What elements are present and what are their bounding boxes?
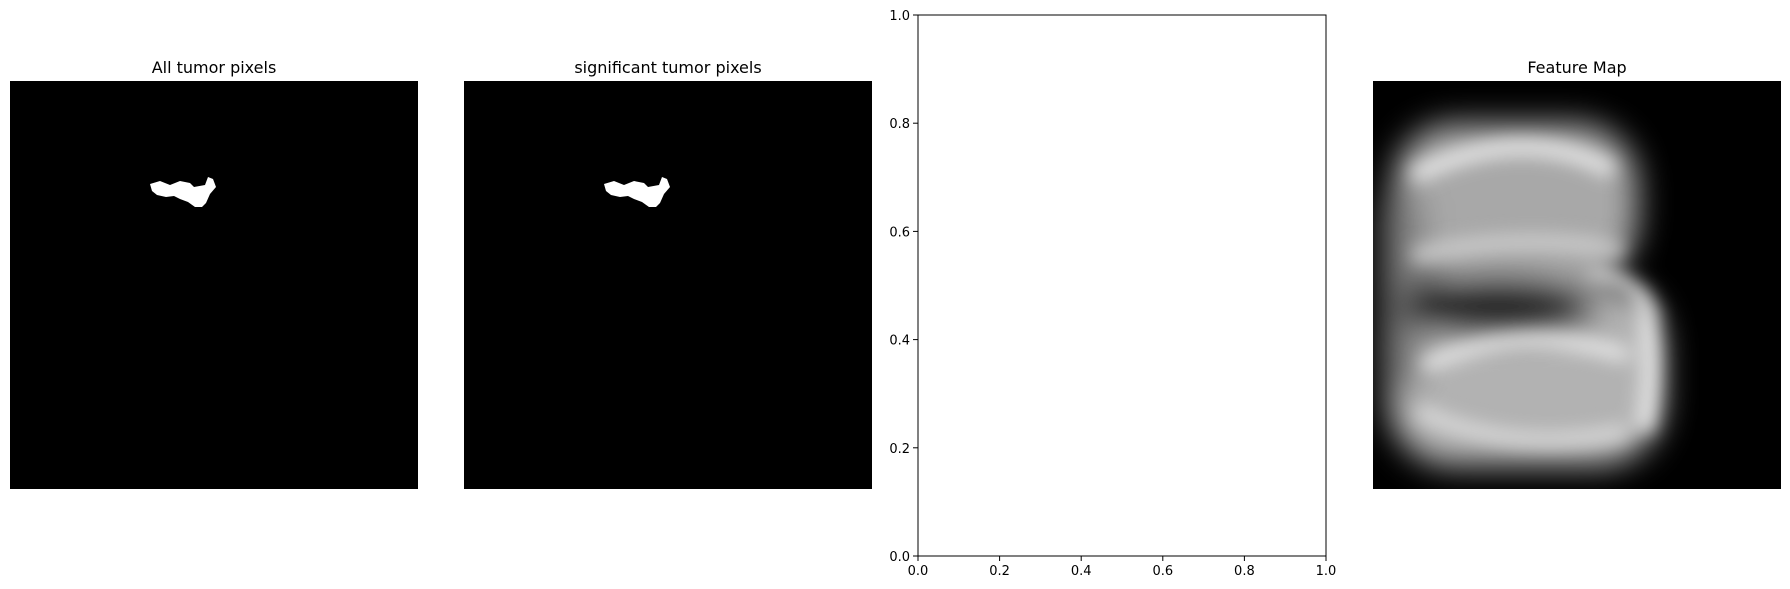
panel4-title: Feature Map (1527, 58, 1627, 77)
x-tick-label: 0.0 (908, 564, 929, 579)
x-tick-label: 0.4 (1071, 564, 1092, 579)
panel2-tumor-mask (604, 177, 670, 207)
panel2-title: significant tumor pixels (574, 58, 762, 77)
y-tick-label: 0.4 (889, 334, 910, 349)
x-tick-label: 0.6 (1152, 564, 1173, 579)
empty-axes-chart: 0.0 0.2 0.4 0.6 0.8 1.0 0.0 0.2 0.4 0.6 0.8 1.0 (889, 9, 1337, 579)
y-axis-ticks: 0.0 0.2 0.4 0.6 0.8 1.0 (889, 9, 918, 565)
y-tick-label: 1.0 (889, 9, 910, 24)
empty-axes-frame (917, 14, 1327, 557)
x-tick-label: 0.8 (1234, 564, 1255, 579)
y-tick-label: 0.8 (889, 117, 910, 132)
y-tick-label: 0.0 (889, 550, 910, 565)
panel1-image (10, 81, 418, 489)
x-tick-label: 0.2 (989, 564, 1010, 579)
panel1-title: All tumor pixels (151, 58, 277, 77)
panel2-image (464, 81, 872, 489)
panel4-image (1373, 81, 1781, 489)
x-tick-label: 1.0 (1316, 564, 1337, 579)
x-axis-ticks: 0.0 0.2 0.4 0.6 0.8 1.0 (908, 556, 1337, 579)
y-tick-label: 0.2 (889, 442, 910, 457)
y-tick-label: 0.6 (889, 225, 910, 240)
panel1-tumor-mask (150, 177, 216, 207)
